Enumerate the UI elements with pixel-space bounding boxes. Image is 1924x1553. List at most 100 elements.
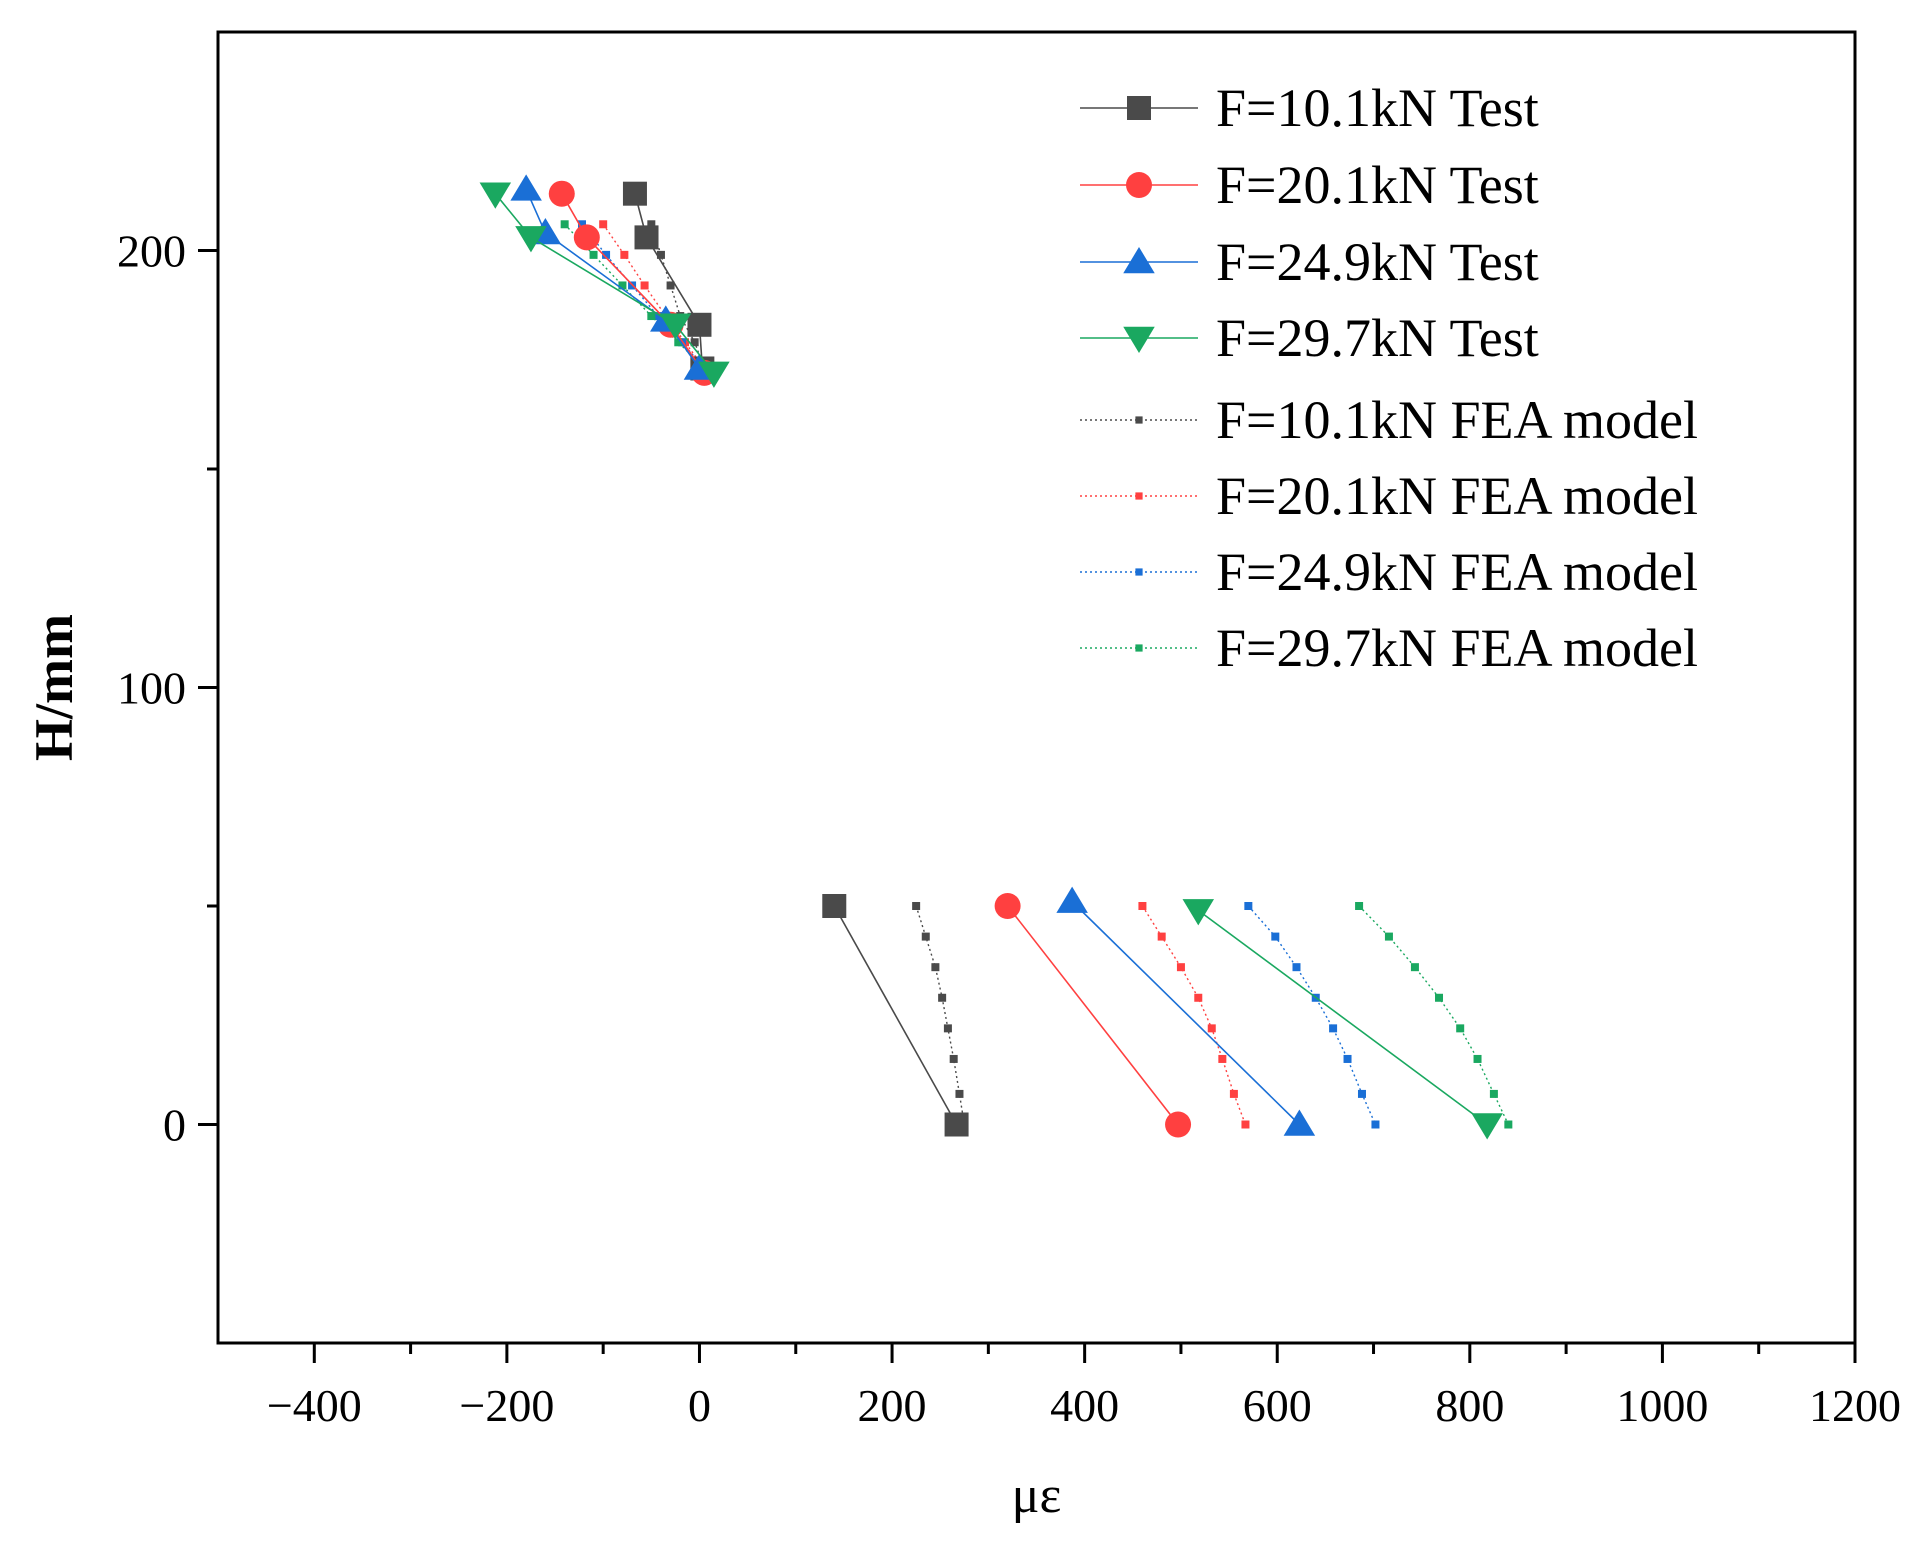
x-tick-label: 600 — [1243, 1380, 1312, 1431]
legend-item: F=29.7kN Test — [1080, 308, 1539, 368]
data-point — [573, 224, 600, 251]
data-point — [1410, 963, 1419, 972]
legend-item: F=20.1kN FEA model — [1080, 466, 1698, 526]
y-axis: 0 100 200 — [117, 226, 218, 1151]
data-point — [647, 220, 656, 229]
data-point — [1456, 1024, 1465, 1033]
x-tick-label: −400 — [267, 1380, 362, 1431]
series-test-3 — [510, 174, 1316, 1136]
legend-label: F=29.7kN Test — [1216, 308, 1539, 368]
data-point — [1343, 1054, 1352, 1063]
data-point — [1329, 1024, 1338, 1033]
series-line — [1197, 909, 1488, 1126]
series-line — [1006, 905, 1179, 1125]
data-point — [548, 180, 575, 207]
legend-item: F=24.9kN FEA model — [1080, 542, 1698, 602]
data-point — [647, 312, 656, 321]
data-point — [1283, 1109, 1316, 1136]
data-point — [560, 220, 569, 229]
data-point — [622, 181, 647, 206]
legend-item: F=10.1kN Test — [1080, 78, 1539, 138]
data-point — [1371, 1120, 1380, 1129]
series-line — [602, 223, 705, 369]
series-line — [1071, 901, 1300, 1126]
data-point — [1165, 1111, 1192, 1138]
y-tick-label: 0 — [163, 1100, 186, 1151]
series-line — [1358, 905, 1509, 1125]
data-point — [1271, 932, 1280, 941]
x-tick-label: 200 — [858, 1380, 927, 1431]
data-point — [690, 338, 699, 347]
legend-label: F=10.1kN Test — [1216, 78, 1539, 138]
legend-label: F=29.7kN FEA model — [1216, 618, 1698, 678]
data-point — [1241, 1120, 1250, 1129]
data-point — [1489, 1089, 1498, 1098]
series-layer — [479, 174, 1513, 1140]
data-point — [656, 250, 665, 259]
legend: F=10.1kN Test F=20.1kN Test F=24.9kN Test F… — [1080, 78, 1698, 678]
x-axis: −400 −200 0 200 400 600 800 1000 1200 — [267, 1343, 1901, 1431]
series-line — [525, 188, 701, 369]
legend-label: F=24.9kN FEA model — [1216, 542, 1698, 602]
data-point — [1182, 899, 1215, 926]
data-point — [1473, 1054, 1482, 1063]
legend-item: F=24.9kN Test — [1080, 232, 1539, 292]
y-tick-label: 200 — [117, 226, 186, 277]
plot-frame — [216, 30, 1857, 1345]
legend-marker — [1126, 172, 1152, 198]
series-line — [634, 193, 704, 369]
data-point — [620, 250, 629, 259]
x-tick-label: 0 — [688, 1380, 711, 1431]
data-point — [1355, 902, 1364, 910]
legend-marker — [1135, 568, 1143, 576]
series-line — [650, 224, 705, 369]
data-point — [949, 1054, 958, 1063]
data-point — [510, 174, 542, 201]
legend-label: F=20.1kN Test — [1216, 155, 1539, 215]
data-point — [912, 902, 921, 910]
legend-marker — [1127, 96, 1151, 120]
data-point — [1229, 1089, 1238, 1098]
legend-label: F=20.1kN FEA model — [1216, 466, 1698, 526]
data-point — [659, 313, 692, 340]
data-point — [955, 1089, 964, 1098]
y-axis-label: H/mm — [24, 614, 84, 761]
legend-marker — [1135, 644, 1143, 652]
data-point — [666, 281, 675, 290]
data-point — [515, 226, 547, 253]
data-point — [654, 312, 663, 321]
data-point — [921, 932, 930, 941]
data-point — [674, 338, 683, 347]
series-line — [833, 905, 958, 1125]
plot-area — [216, 30, 1857, 1345]
data-point — [479, 182, 512, 209]
series-line — [561, 193, 705, 374]
data-point — [1194, 993, 1203, 1002]
series-test-2 — [548, 180, 1192, 1138]
data-point — [1176, 963, 1185, 972]
x-tick-label: 400 — [1050, 1380, 1119, 1431]
data-point — [577, 220, 586, 229]
legend-label: F=10.1kN FEA model — [1216, 390, 1698, 450]
legend-marker — [1135, 416, 1143, 424]
data-point — [687, 312, 712, 337]
data-point — [1357, 1089, 1366, 1098]
x-tick-label: 800 — [1435, 1380, 1504, 1431]
legend-marker — [1123, 326, 1155, 353]
data-point — [1138, 902, 1147, 910]
data-point — [640, 281, 649, 290]
data-point — [634, 225, 659, 250]
data-point — [1504, 1120, 1513, 1129]
data-point — [944, 1112, 969, 1137]
data-point — [1218, 1054, 1227, 1063]
data-point — [589, 250, 598, 259]
x-axis-label: με — [1012, 1467, 1062, 1524]
data-point — [931, 963, 940, 972]
data-point — [1435, 993, 1444, 1002]
data-point — [602, 250, 611, 259]
data-point — [698, 361, 730, 388]
x-tick-label: −200 — [459, 1380, 554, 1431]
legend-item: F=29.7kN FEA model — [1080, 618, 1698, 678]
legend-item: F=10.1kN FEA model — [1080, 390, 1698, 450]
